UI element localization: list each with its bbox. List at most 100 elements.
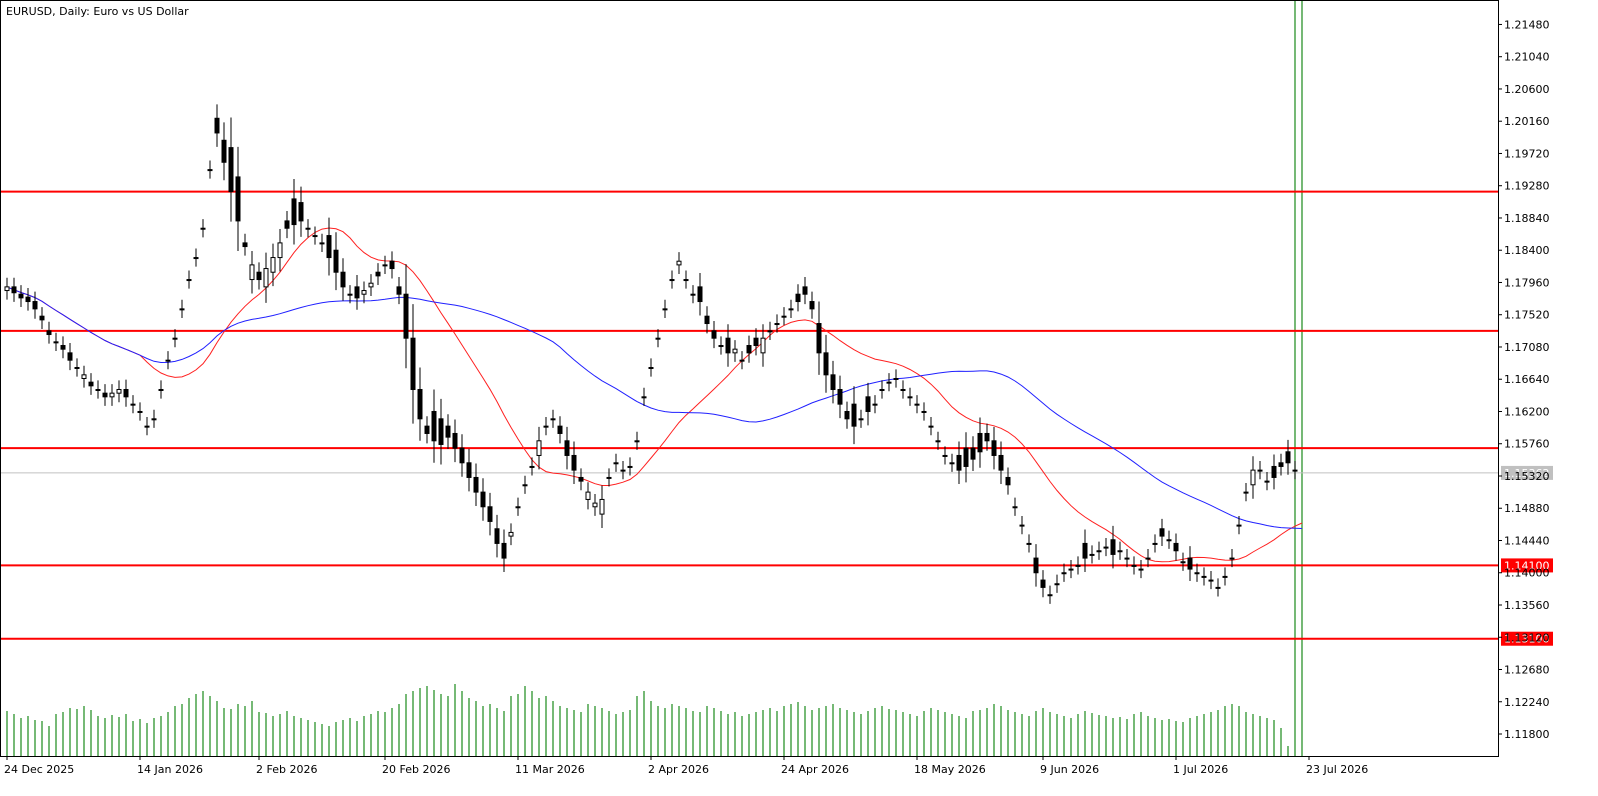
candle-bearish[interactable]: [970, 447, 976, 460]
candle-bearish[interactable]: [67, 352, 73, 361]
candle-bearish[interactable]: [88, 381, 94, 387]
candle-bearish[interactable]: [396, 286, 402, 295]
candle-bullish[interactable]: [767, 330, 773, 333]
candle-bullish[interactable]: [1215, 586, 1221, 589]
candle-bearish[interactable]: [991, 440, 997, 456]
candle-bullish[interactable]: [158, 388, 164, 391]
candle-bullish[interactable]: [1096, 550, 1102, 553]
candle-bearish[interactable]: [830, 374, 836, 390]
candle-bullish[interactable]: [165, 359, 171, 362]
candle-bearish[interactable]: [242, 242, 248, 248]
candle-bearish[interactable]: [1285, 451, 1291, 464]
candle-bearish[interactable]: [494, 528, 500, 544]
candle-bullish[interactable]: [319, 242, 325, 245]
candles[interactable]: [4, 0, 1302, 604]
candle-bearish[interactable]: [32, 301, 38, 310]
candle-bullish[interactable]: [1089, 553, 1095, 556]
candle-bullish[interactable]: [347, 293, 353, 296]
candle-bullish[interactable]: [690, 293, 696, 296]
candle-bullish[interactable]: [1292, 469, 1298, 472]
candle-bullish[interactable]: [627, 465, 633, 468]
candle-bearish[interactable]: [298, 202, 304, 222]
candle-bearish[interactable]: [228, 147, 234, 193]
candle-bullish[interactable]: [1124, 557, 1130, 560]
candle-bearish[interactable]: [410, 337, 416, 390]
candle-bearish[interactable]: [711, 330, 717, 339]
candle-bullish[interactable]: [186, 279, 192, 282]
candle-bearish[interactable]: [1005, 476, 1011, 486]
candle-bearish[interactable]: [487, 506, 493, 522]
candle-bearish[interactable]: [1173, 542, 1179, 552]
candle-bearish[interactable]: [564, 440, 570, 456]
candle-bullish[interactable]: [732, 348, 738, 354]
candle-bearish[interactable]: [480, 491, 486, 508]
candle-bearish[interactable]: [25, 296, 31, 303]
candle-bearish[interactable]: [375, 271, 381, 277]
candle-bullish[interactable]: [620, 469, 626, 472]
candle-bearish[interactable]: [403, 293, 409, 339]
candle-bullish[interactable]: [368, 282, 374, 288]
candle-bullish[interactable]: [1257, 469, 1263, 472]
candle-bullish[interactable]: [1068, 568, 1074, 571]
candle-bearish[interactable]: [865, 396, 871, 412]
candle-bearish[interactable]: [571, 454, 577, 471]
candle-bullish[interactable]: [1131, 564, 1137, 567]
candle-bullish[interactable]: [200, 227, 206, 230]
candle-bullish[interactable]: [928, 425, 934, 428]
candle-bullish[interactable]: [900, 388, 906, 391]
candle-bearish[interactable]: [1271, 465, 1277, 478]
candle-bullish[interactable]: [305, 227, 311, 230]
candle-bearish[interactable]: [39, 315, 45, 321]
candle-bearish[interactable]: [1040, 579, 1046, 588]
candle-bullish[interactable]: [886, 381, 892, 384]
candle-bullish[interactable]: [781, 315, 787, 318]
candle-bearish[interactable]: [326, 235, 332, 259]
candle-bullish[interactable]: [109, 392, 115, 398]
candle-bearish[interactable]: [291, 198, 297, 226]
candle-bullish[interactable]: [1047, 594, 1053, 597]
candle-bullish[interactable]: [151, 418, 157, 421]
candle-bullish[interactable]: [585, 491, 591, 500]
candle-bearish[interactable]: [221, 139, 227, 163]
candle-bearish[interactable]: [809, 301, 815, 310]
horizontal-levels[interactable]: 1.14100 1.13100 1.15362: [1, 190, 1553, 646]
candle-bullish[interactable]: [942, 454, 948, 457]
candle-bullish[interactable]: [1054, 583, 1060, 586]
candle-bullish[interactable]: [361, 290, 367, 295]
candle-bearish[interactable]: [851, 403, 857, 427]
candle-bullish[interactable]: [529, 465, 535, 468]
candle-bullish[interactable]: [130, 403, 136, 406]
candle-bullish[interactable]: [1019, 524, 1025, 527]
candle-bearish[interactable]: [844, 410, 850, 420]
candle-bearish[interactable]: [725, 337, 731, 354]
candle-bullish[interactable]: [788, 308, 794, 311]
candle-bullish[interactable]: [907, 396, 913, 399]
candle-bullish[interactable]: [1075, 564, 1081, 567]
candle-bearish[interactable]: [123, 388, 129, 398]
candle-bearish[interactable]: [11, 286, 17, 294]
candle-bullish[interactable]: [599, 498, 605, 515]
candle-bullish[interactable]: [879, 388, 885, 391]
candle-bullish[interactable]: [522, 484, 528, 487]
candle-bullish[interactable]: [81, 374, 87, 380]
candle-bullish[interactable]: [172, 337, 178, 340]
candle-bullish[interactable]: [914, 403, 920, 406]
candle-bearish[interactable]: [977, 432, 983, 453]
candle-bullish[interactable]: [1229, 557, 1235, 560]
candle-bearish[interactable]: [284, 220, 290, 229]
candle-bullish[interactable]: [116, 388, 122, 394]
candle-bearish[interactable]: [956, 454, 962, 471]
candle-bullish[interactable]: [1201, 575, 1207, 578]
candle-bullish[interactable]: [1026, 542, 1032, 545]
candle-bullish[interactable]: [74, 367, 80, 370]
candle-bullish[interactable]: [1117, 550, 1123, 553]
candle-bearish[interactable]: [214, 117, 220, 134]
candle-bullish[interactable]: [592, 502, 598, 508]
candle-bullish[interactable]: [137, 410, 143, 413]
candle-bearish[interactable]: [102, 392, 108, 398]
candle-bullish[interactable]: [1208, 579, 1214, 582]
candle-bullish[interactable]: [641, 396, 647, 399]
candle-bullish[interactable]: [1145, 557, 1151, 560]
candle-bearish[interactable]: [963, 447, 969, 467]
candle-bearish[interactable]: [753, 337, 759, 347]
